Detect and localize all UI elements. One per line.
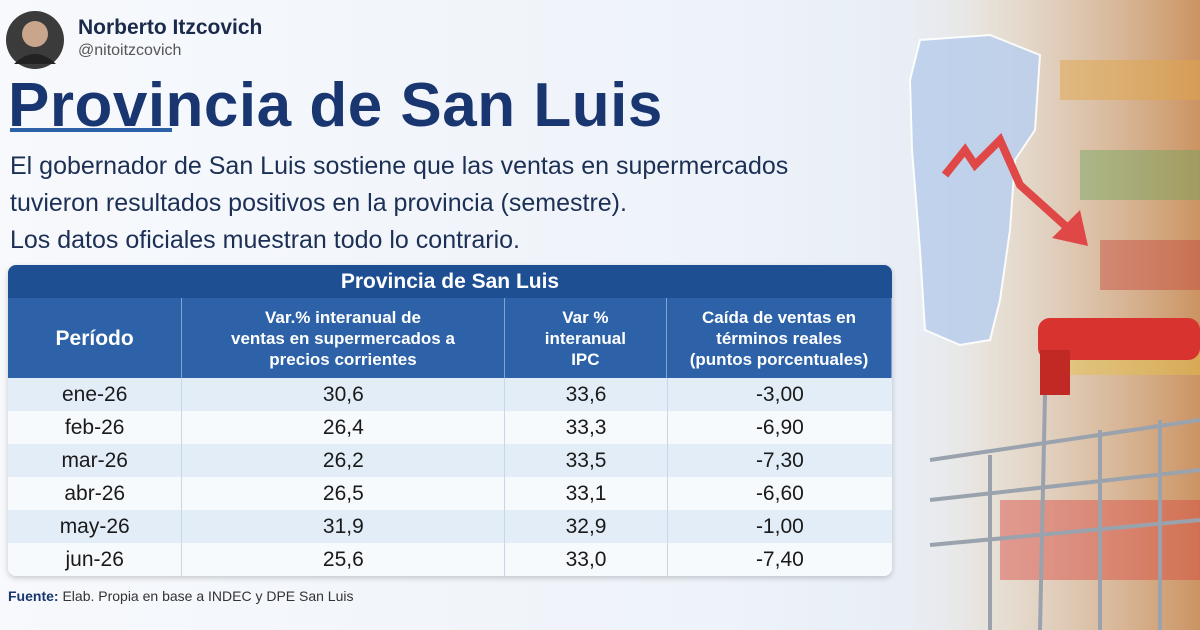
table-cell: 33,1: [505, 477, 668, 510]
table-row: abr-26 26,5 33,1 -6,60: [8, 477, 892, 510]
table-cell: -6,60: [755, 481, 804, 505]
table-cell: -6,90: [755, 415, 804, 439]
table-body: ene-26 30,6 33,6 -3,00 feb-26 26,4 33,3 -6,90 ma…: [8, 378, 892, 576]
table-cell: feb-26: [8, 411, 183, 444]
table-cell: 31,9: [182, 510, 506, 543]
title: Provincia de San Luis: [8, 71, 663, 140]
table-cell: 33,5: [505, 444, 668, 477]
table-cell: jun-26: [8, 543, 183, 576]
source-text: Elab. Propia en base a INDEC y DPE San L…: [62, 588, 354, 604]
author-name: Norberto Itzcovich: [78, 16, 263, 39]
table-cell: 25,6: [182, 543, 506, 576]
header-cell: Var % interanual IPC: [505, 298, 668, 378]
header-cell: Período: [8, 298, 183, 378]
table-row: may-26 31,9 32,9 -1,00: [8, 510, 892, 543]
table-cell: 26,4: [182, 411, 506, 444]
table-title: Provincia de San Luis: [8, 265, 892, 298]
table-cell: may-26: [8, 510, 183, 543]
header-line: Var.% interanual de: [265, 307, 421, 327]
table-cell: ene-26: [8, 378, 183, 411]
header-row: Período Var.% interanual de ventas en supe…: [8, 298, 892, 378]
header-line: Período: [55, 326, 134, 350]
header-line: interanual: [544, 328, 626, 348]
header-line: ventas en supermercados a: [231, 328, 455, 348]
table-cell: -3,00: [755, 382, 804, 406]
table-cell: mar-26: [8, 444, 183, 477]
table: Provincia de San Luis Período Var.% inter…: [8, 265, 892, 576]
table-cell: abr-26: [8, 477, 183, 510]
table-cell: 33,6: [505, 378, 668, 411]
table-cell: 32,9: [505, 510, 668, 543]
subtitle-line: tuvieron resultados positivos en la prov…: [10, 189, 627, 217]
subtitle-line: El gobernador de San Luis sostiene que l…: [10, 152, 789, 180]
header-cell: Caída de ventas en términos reales (puntos…: [667, 298, 892, 378]
table-cell: -7,30: [755, 448, 804, 472]
header-cell: Var.% interanual de ventas en supermercad…: [182, 298, 505, 378]
header-line: Caída de ventas en: [702, 307, 857, 327]
table-row: jun-26 25,6 33,0 -7,40: [8, 543, 892, 576]
table-cell: -1,00: [755, 514, 804, 538]
source: Fuente: Elab. Propia en base a INDEC y D…: [8, 588, 354, 604]
table-cell: 33,0: [505, 543, 668, 576]
table-cell: -7,40: [755, 547, 804, 571]
table-row: mar-26 26,2 33,5 -7,30: [8, 444, 892, 477]
header-line: Var %: [562, 307, 609, 327]
table-cell: 26,2: [182, 444, 506, 477]
subtitle-line: Los datos oficiales muestran todo lo con…: [10, 226, 520, 254]
header-line: (puntos porcentuales): [689, 349, 869, 369]
table-row: feb-26 26,4 33,3 -6,90: [8, 411, 892, 444]
header-line: IPC: [571, 349, 600, 369]
table-cell: 26,5: [182, 477, 506, 510]
table-cell: 30,6: [182, 378, 506, 411]
table-cell: 33,3: [505, 411, 668, 444]
header-line: precios corrientes: [269, 349, 417, 369]
header-line: términos reales: [716, 328, 842, 348]
source-label: Fuente:: [8, 588, 59, 604]
table-row: ene-26 30,6 33,6 -3,00: [8, 378, 892, 411]
author-handle: @nitoitzcovich: [78, 42, 182, 59]
